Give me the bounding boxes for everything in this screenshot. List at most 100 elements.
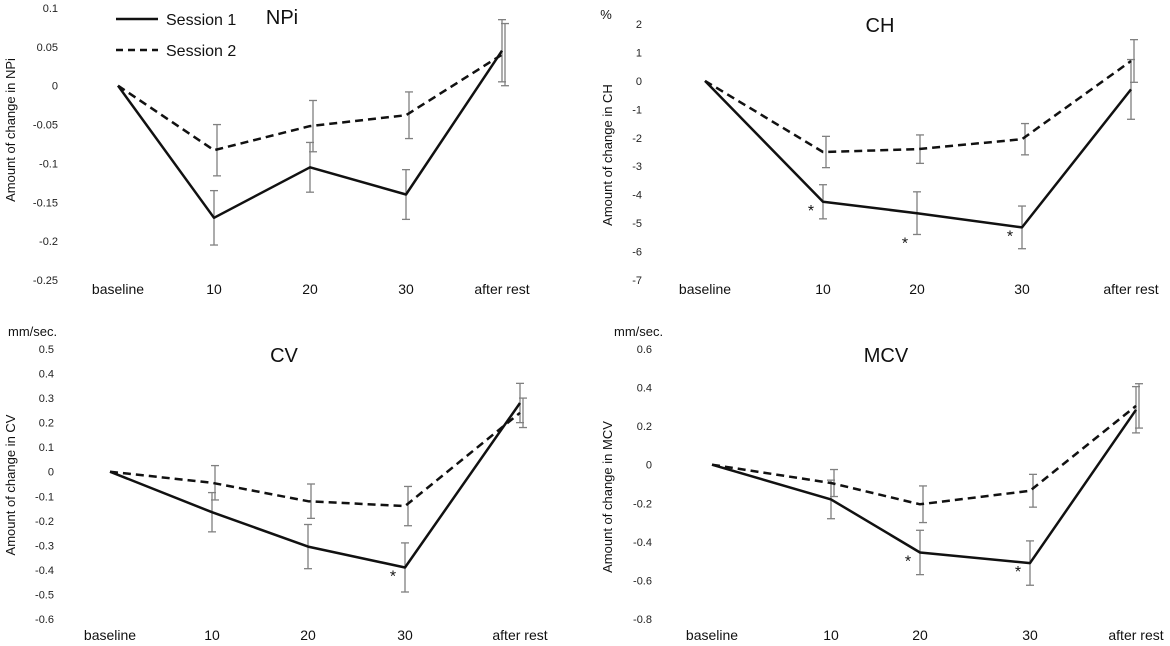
y-tick-label: -0.1 [39, 158, 58, 170]
series-session-2-line [711, 404, 1137, 506]
chart-title: NPi [266, 7, 298, 29]
y-tick-labels: 0.6 0.4 0.2 0 -0.2 -0.4 -0.6 -0.8 [633, 344, 652, 626]
category-labels: baseline 10 20 30 after rest [679, 281, 1159, 297]
series-session-2-line [109, 411, 521, 508]
y-tick-labels: 0.5 0.4 0.3 0.2 0.1 0 -0.1 -0.2 -0.3 -0.4 -0.5 -0.6 [35, 344, 54, 626]
category-label: 10 [204, 627, 220, 643]
category-label: baseline [92, 281, 144, 297]
category-labels: baseline 10 20 30 after rest [84, 627, 548, 643]
category-label: 20 [300, 627, 316, 643]
legend-label-session-2: Session 2 [166, 43, 236, 60]
unit-label: % [600, 7, 612, 22]
y-tick-label: -0.2 [633, 498, 652, 510]
y-tick-label: 0.2 [637, 421, 652, 433]
y-tick-label: -6 [632, 247, 642, 259]
significance-marks: ** [905, 553, 1021, 581]
category-label: 10 [823, 627, 839, 643]
y-tick-label: 0.5 [39, 344, 54, 356]
y-tick-label: -0.2 [35, 516, 54, 528]
significance-star: * [1015, 564, 1021, 581]
category-label: 10 [206, 281, 222, 297]
y-tick-label: -5 [632, 218, 642, 230]
y-tick-label: 0.05 [37, 42, 58, 54]
y-tick-label: -0.6 [35, 614, 54, 626]
series-lines [711, 404, 1138, 565]
y-tick-labels: 2 1 0 -1 -2 -3 -4 -5 -6 -7 [632, 19, 642, 287]
y-tick-label: -0.6 [633, 575, 652, 587]
series-lines [109, 402, 522, 569]
y-tick-label: 0.2 [39, 418, 54, 430]
category-label: 30 [398, 281, 414, 297]
category-label: after rest [1103, 281, 1158, 297]
category-label: 20 [909, 281, 925, 297]
unit-label: mm/sec. [614, 324, 663, 339]
y-tick-label: 0.4 [637, 383, 652, 395]
category-label: 10 [815, 281, 831, 297]
series-session-1-line [711, 409, 1138, 565]
y-tick-label: -0.15 [33, 197, 58, 209]
y-tick-label: -2 [632, 133, 642, 145]
category-labels: baseline 10 20 30 after rest [686, 627, 1164, 643]
category-label: after rest [1108, 627, 1163, 643]
category-label: 30 [1022, 627, 1038, 643]
y-tick-label: -0.5 [35, 589, 54, 601]
y-tick-label: -0.4 [35, 565, 54, 577]
y-tick-label: -0.8 [633, 614, 652, 626]
y-tick-label: -0.25 [33, 275, 58, 287]
y-tick-label: -4 [632, 190, 642, 202]
y-tick-label: -0.4 [633, 537, 652, 549]
error-bars [210, 19, 509, 246]
category-label: 30 [1014, 281, 1030, 297]
y-tick-label: 0 [646, 460, 652, 472]
series-session-2-line [117, 53, 503, 152]
y-tick-label: 0.3 [39, 393, 54, 405]
y-tick-label: -0.2 [39, 236, 58, 248]
category-label: 20 [302, 281, 318, 297]
category-label: after rest [474, 281, 529, 297]
significance-marks: * [390, 568, 396, 585]
category-label: baseline [686, 627, 738, 643]
y-tick-label: -7 [632, 275, 642, 287]
significance-star: * [905, 553, 911, 570]
chart-ch: 210-1-2-3-4-5-6-7 baseline 10 20 30 after re… [600, 7, 1159, 297]
y-tick-label: 0 [636, 76, 642, 88]
y-tick-label: -0.05 [33, 120, 58, 132]
series-session-1-line [704, 80, 1132, 229]
y-tick-label: 0 [52, 81, 58, 93]
chart-mcv: 0.6 0.4 0.2 0 -0.2 -0.4 -0.6 -0.8 baseline 10 20 3… [600, 324, 1164, 643]
series-session-1-line [116, 50, 504, 220]
y-tick-label: 2 [636, 19, 642, 31]
significance-star: * [1007, 228, 1013, 245]
y-tick-label: 0.6 [637, 344, 652, 356]
y-axis-label: Amount of change in CV [3, 414, 18, 555]
y-tick-label: 1 [636, 47, 642, 59]
y-tick-label: 0.4 [39, 369, 54, 381]
y-tick-labels: 0.1 0.05 0 -0.05 -0.1 -0.15 -0.2 -0.25 [33, 3, 58, 287]
series-lines [116, 50, 504, 220]
y-axis-label: Amount of change in NPi [3, 58, 18, 202]
significance-star: * [390, 568, 396, 585]
error-bars [208, 382, 527, 593]
significance-star: * [808, 203, 814, 220]
chart-npi: 0.1 0.05 0 -0.05 -0.1 -0.15 -0.2 -0.25 baseline… [3, 3, 530, 297]
y-tick-label: 0.1 [43, 3, 58, 15]
legend-label-session-1: Session 1 [166, 12, 236, 29]
error-bars [827, 383, 1143, 586]
y-tick-label: -1 [632, 104, 642, 116]
category-labels: baseline 10 20 30 after rest [92, 281, 530, 297]
chart-title: CH [866, 15, 895, 37]
chart-cv: 0.5 0.4 0.3 0.2 0.1 0 -0.1 -0.2 -0.3 -0.4 -0.5 -0.6… [3, 324, 548, 643]
chart-title: MCV [864, 345, 909, 367]
y-tick-label: 0.1 [39, 442, 54, 454]
significance-star: * [902, 235, 908, 252]
category-label: baseline [679, 281, 731, 297]
category-label: baseline [84, 627, 136, 643]
y-axis-label: Amount of change in MCV [600, 421, 615, 573]
y-tick-label: -0.3 [35, 540, 54, 552]
y-tick-label: 0 [48, 467, 54, 479]
series-session-1-line [109, 402, 522, 569]
series-lines [704, 59, 1132, 229]
series-session-2-line [704, 59, 1132, 154]
y-axis-label: Amount of change in CH [600, 84, 615, 226]
